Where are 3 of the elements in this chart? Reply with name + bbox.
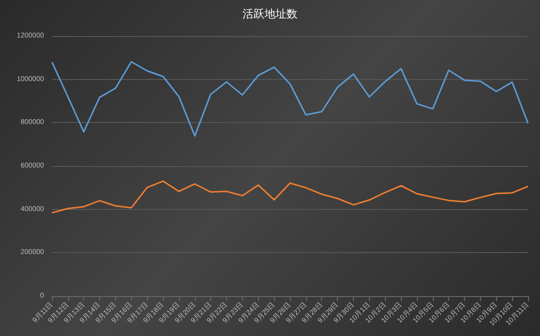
line-series: [51, 180, 529, 214]
line-series: [51, 61, 529, 137]
chart-title: 活跃地址数: [242, 8, 298, 20]
